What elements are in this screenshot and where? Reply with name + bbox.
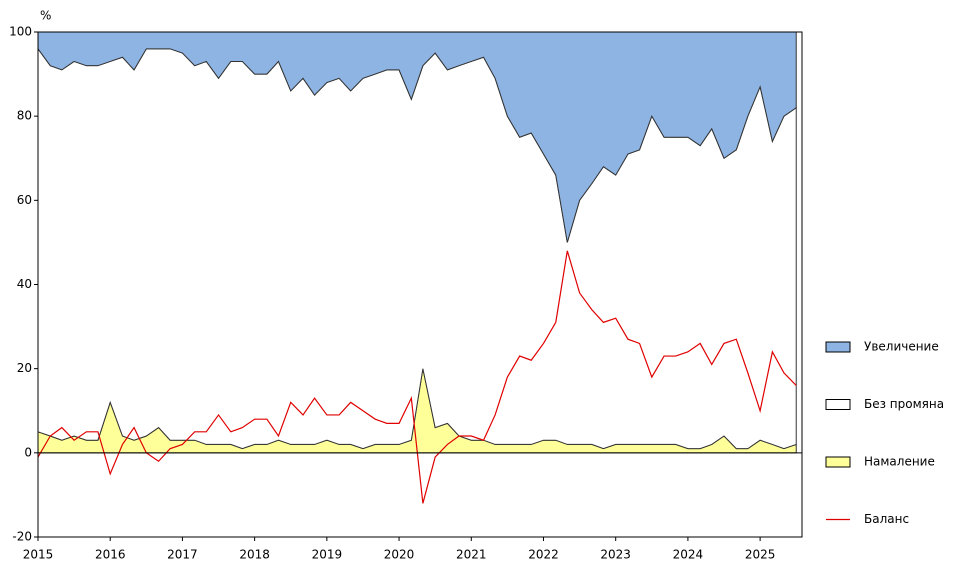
x-tick-label: 2024 [673,548,704,562]
x-tick-label: 2019 [312,548,343,562]
legend-label: Намаление [864,455,935,469]
y-tick-label: 100 [9,25,32,39]
x-tick-label: 2015 [23,548,54,562]
y-tick-label: 20 [17,361,32,375]
x-tick-label: 2023 [600,548,631,562]
y-tick-label: 60 [17,193,32,207]
balance-line [37,250,797,504]
plot-area [37,31,797,504]
y-tick-label: 80 [17,109,32,123]
legend-label: Увеличение [864,340,939,354]
legend-swatch [825,341,851,353]
legend-swatch [825,399,851,410]
y-axis-label: % [40,9,51,23]
y-tick-label: -20 [12,530,32,544]
y-tick-label: 0 [24,445,32,459]
legend-label: Баланс [864,512,909,526]
x-tick-label: 2022 [528,548,559,562]
x-tick-label: 2017 [167,548,198,562]
x-tick-label: 2021 [456,548,487,562]
y-tick-label: 40 [17,277,32,291]
legend-label: Без промяна [864,397,944,411]
x-tick-label: 2018 [239,548,270,562]
x-tick-label: 2020 [384,548,415,562]
x-tick-label: 2025 [745,548,776,562]
x-tick-label: 2016 [95,548,126,562]
legend-swatch [825,456,851,468]
